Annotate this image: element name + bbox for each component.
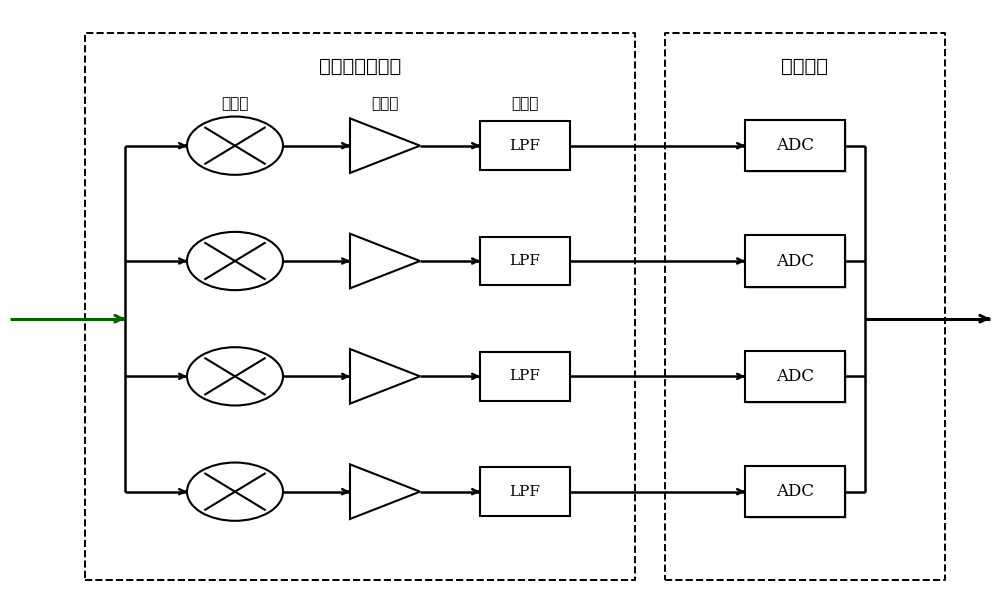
Text: LPF: LPF bbox=[510, 369, 540, 384]
Bar bbox=[747, 122, 847, 174]
Bar bbox=[745, 120, 845, 171]
Text: ADC: ADC bbox=[776, 137, 814, 154]
Bar bbox=[745, 351, 845, 402]
Bar bbox=[480, 467, 570, 516]
Text: 数采模块: 数采模块 bbox=[782, 57, 828, 76]
Text: 乘法器: 乘法器 bbox=[221, 96, 249, 110]
Bar bbox=[480, 352, 570, 401]
Text: ADC: ADC bbox=[776, 483, 814, 500]
Bar bbox=[747, 353, 847, 404]
Text: LPF: LPF bbox=[510, 484, 540, 499]
Bar bbox=[745, 236, 845, 287]
Bar bbox=[745, 466, 845, 517]
Bar bbox=[480, 237, 570, 285]
Text: 放大器: 放大器 bbox=[371, 96, 399, 110]
Text: LPF: LPF bbox=[510, 138, 540, 153]
Text: 模拟预处理模块: 模拟预处理模块 bbox=[319, 57, 401, 76]
Text: ADC: ADC bbox=[776, 253, 814, 270]
Bar bbox=[747, 468, 847, 520]
Text: ADC: ADC bbox=[776, 368, 814, 385]
Text: 滤波器: 滤波器 bbox=[511, 96, 539, 110]
Bar bbox=[480, 121, 570, 170]
Text: LPF: LPF bbox=[510, 254, 540, 268]
Bar bbox=[747, 237, 847, 289]
